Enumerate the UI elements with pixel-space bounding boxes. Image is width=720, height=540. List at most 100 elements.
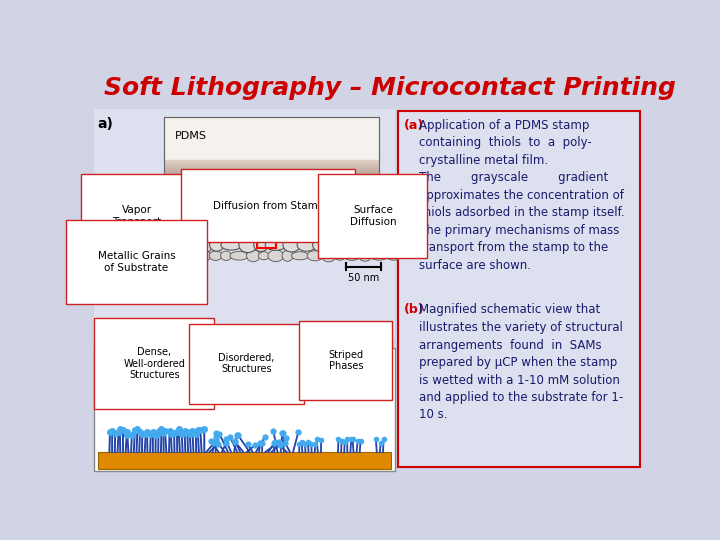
Bar bbox=[163, 217, 197, 218]
Bar bbox=[346, 226, 379, 228]
Bar bbox=[197, 207, 346, 209]
Bar bbox=[163, 231, 197, 233]
Bar bbox=[163, 176, 379, 177]
Ellipse shape bbox=[283, 238, 300, 252]
Bar bbox=[163, 192, 379, 193]
Bar bbox=[163, 202, 197, 204]
Bar bbox=[163, 190, 379, 191]
Text: b): b) bbox=[98, 352, 114, 366]
Bar bbox=[163, 193, 379, 194]
Bar bbox=[346, 217, 379, 218]
Text: Disordered,
Structures: Disordered, Structures bbox=[218, 353, 275, 374]
Bar bbox=[197, 236, 346, 238]
Text: Magnified schematic view that
illustrates the variety of structural
arrangements: Magnified schematic view that illustrate… bbox=[419, 303, 624, 422]
Bar bbox=[163, 237, 197, 239]
Ellipse shape bbox=[265, 240, 286, 251]
Bar bbox=[163, 117, 379, 159]
FancyBboxPatch shape bbox=[94, 348, 395, 471]
Bar bbox=[163, 211, 197, 212]
Bar bbox=[163, 186, 379, 187]
Bar bbox=[163, 177, 379, 178]
Text: (a): (a) bbox=[404, 119, 424, 132]
Ellipse shape bbox=[335, 251, 346, 260]
Text: (b): (b) bbox=[404, 303, 425, 316]
Text: Vapor
Transport: Vapor Transport bbox=[112, 205, 161, 226]
Bar bbox=[163, 162, 379, 164]
Bar bbox=[163, 223, 197, 225]
Bar bbox=[346, 211, 379, 212]
Bar bbox=[197, 240, 346, 241]
Bar bbox=[197, 197, 346, 198]
Ellipse shape bbox=[324, 239, 340, 251]
Bar bbox=[346, 224, 379, 226]
Ellipse shape bbox=[366, 239, 384, 251]
Bar bbox=[163, 204, 197, 205]
Ellipse shape bbox=[102, 251, 119, 260]
Bar bbox=[163, 221, 197, 223]
Bar bbox=[163, 169, 379, 170]
Bar bbox=[197, 241, 346, 242]
Bar bbox=[163, 214, 197, 216]
Bar bbox=[163, 188, 379, 190]
Bar bbox=[346, 200, 379, 202]
Ellipse shape bbox=[343, 251, 360, 260]
Bar bbox=[197, 224, 346, 226]
Bar bbox=[163, 210, 197, 211]
Ellipse shape bbox=[197, 238, 212, 252]
Bar bbox=[346, 227, 379, 229]
Bar bbox=[346, 202, 379, 204]
Bar bbox=[163, 184, 379, 185]
Bar bbox=[163, 173, 379, 174]
Ellipse shape bbox=[112, 238, 128, 252]
Ellipse shape bbox=[258, 252, 269, 260]
Bar bbox=[346, 236, 379, 238]
Ellipse shape bbox=[349, 239, 369, 251]
Ellipse shape bbox=[197, 251, 211, 261]
Bar bbox=[163, 224, 197, 226]
Bar bbox=[163, 189, 379, 190]
Bar bbox=[197, 211, 346, 212]
Bar bbox=[163, 191, 379, 192]
Bar bbox=[346, 195, 379, 197]
Bar bbox=[197, 214, 346, 216]
Bar bbox=[346, 218, 379, 220]
Bar bbox=[197, 233, 346, 235]
Bar bbox=[197, 208, 346, 210]
Bar bbox=[346, 235, 379, 237]
Bar bbox=[163, 235, 197, 237]
FancyBboxPatch shape bbox=[94, 110, 395, 339]
Ellipse shape bbox=[117, 249, 134, 262]
Bar bbox=[346, 229, 379, 231]
Bar bbox=[163, 207, 197, 209]
Bar bbox=[163, 164, 379, 165]
Bar bbox=[163, 220, 197, 222]
Bar bbox=[197, 221, 346, 223]
Bar bbox=[346, 194, 379, 242]
Bar bbox=[197, 226, 346, 228]
Bar bbox=[163, 194, 197, 195]
Bar bbox=[197, 205, 346, 206]
Bar bbox=[163, 198, 197, 199]
Text: Metallic Grains
of Substrate: Metallic Grains of Substrate bbox=[98, 251, 176, 273]
Bar bbox=[197, 235, 346, 237]
Ellipse shape bbox=[210, 251, 222, 260]
Ellipse shape bbox=[297, 239, 315, 251]
Bar bbox=[163, 159, 379, 161]
Bar bbox=[163, 192, 379, 194]
Bar bbox=[197, 202, 346, 204]
Bar bbox=[346, 219, 379, 221]
Bar bbox=[163, 233, 197, 235]
Bar bbox=[197, 220, 346, 222]
Bar bbox=[346, 208, 379, 210]
Ellipse shape bbox=[387, 251, 401, 260]
Bar bbox=[163, 166, 379, 168]
Bar bbox=[197, 204, 346, 205]
Bar bbox=[163, 212, 197, 214]
Ellipse shape bbox=[239, 238, 257, 253]
Bar bbox=[197, 210, 346, 211]
Bar bbox=[163, 227, 197, 229]
Bar bbox=[163, 185, 379, 186]
Bar bbox=[197, 219, 346, 221]
Ellipse shape bbox=[220, 251, 232, 260]
Bar bbox=[163, 194, 197, 242]
